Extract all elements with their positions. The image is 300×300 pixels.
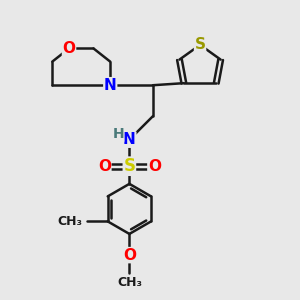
Text: H: H: [112, 128, 124, 141]
Text: O: O: [98, 159, 111, 174]
Text: N: N: [104, 78, 117, 93]
Text: CH₃: CH₃: [117, 276, 142, 289]
Text: CH₃: CH₃: [58, 215, 83, 228]
Text: S: S: [195, 38, 206, 52]
Text: O: O: [62, 41, 76, 56]
Text: S: S: [123, 157, 135, 175]
Text: N: N: [123, 132, 136, 147]
Text: O: O: [123, 248, 136, 262]
Text: O: O: [148, 159, 161, 174]
